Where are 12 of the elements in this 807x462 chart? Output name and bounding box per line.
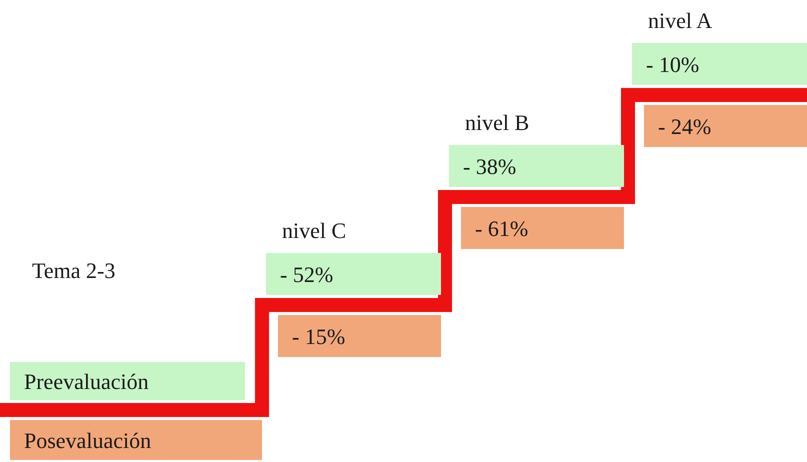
data-label: - 10% xyxy=(646,52,700,77)
data-label: - 24% xyxy=(658,114,712,139)
data-label: - 15% xyxy=(292,324,346,349)
data-label: - 38% xyxy=(463,154,516,179)
data-label: - 52% xyxy=(280,262,334,287)
text: Preevaluación xyxy=(24,369,149,394)
text: Tema 2-3 xyxy=(32,258,116,283)
category-label: nivel B xyxy=(465,110,530,135)
category-label: nivel C xyxy=(282,218,346,243)
data-label: - 61% xyxy=(475,216,528,241)
text: Posevaluación xyxy=(24,428,152,453)
category-label: nivel A xyxy=(648,8,712,33)
